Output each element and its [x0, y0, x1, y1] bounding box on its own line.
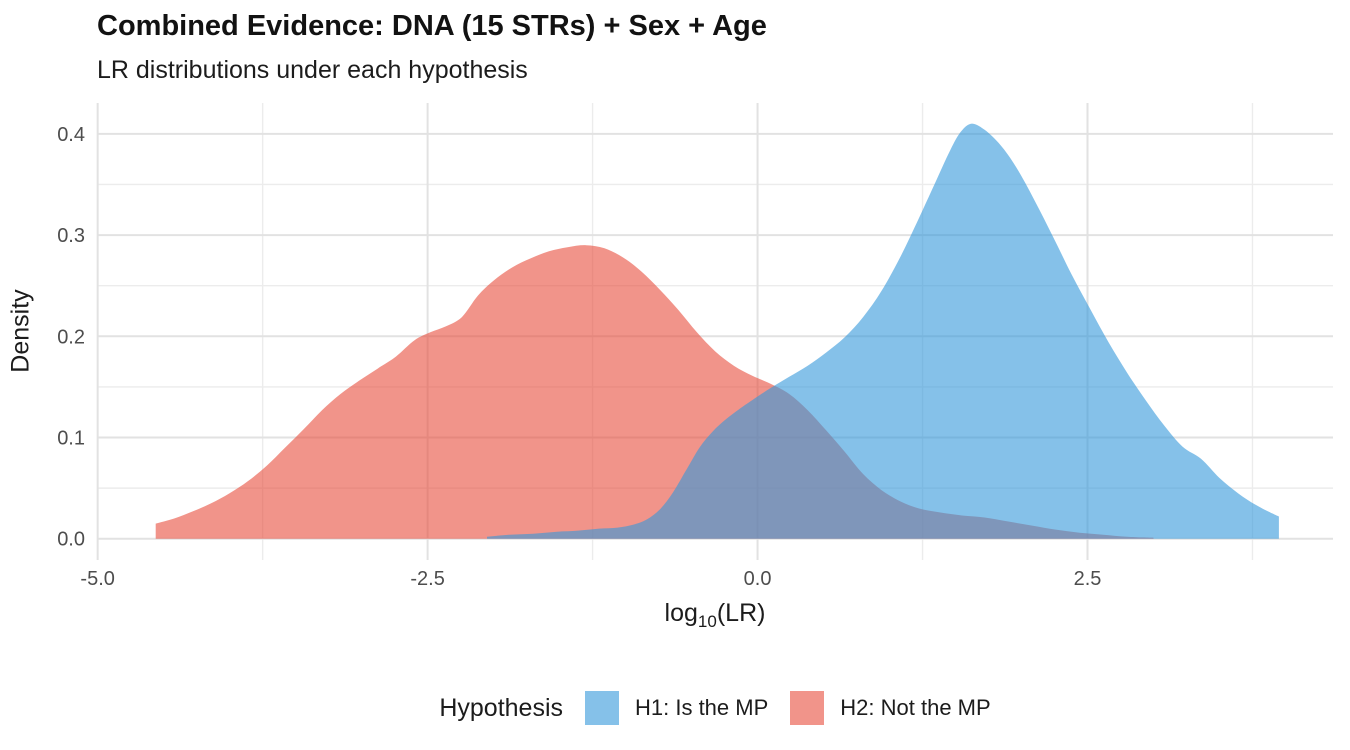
- x-tick-label: 0.0: [744, 568, 772, 590]
- legend: Hypothesis H1: Is the MP H2: Not the MP: [97, 680, 1333, 736]
- chart-title: Combined Evidence: DNA (15 STRs) + Sex +…: [97, 10, 767, 42]
- y-tick-label: 0.4: [57, 124, 85, 146]
- legend-swatch-h1: [585, 691, 619, 725]
- density-area-h1: [487, 123, 1279, 539]
- x-tick-label: 2.5: [1074, 568, 1102, 590]
- legend-item: H2: Not the MP: [790, 691, 991, 725]
- y-axis-title: Density: [6, 289, 35, 373]
- legend-title: Hypothesis: [439, 693, 563, 722]
- x-axis-title-suffix: (LR): [716, 599, 766, 627]
- y-tick-label: 0.1: [57, 428, 85, 450]
- x-axis-title-prefix: log: [664, 599, 698, 627]
- x-tick-label: -5.0: [80, 568, 114, 590]
- density-area-h2: [155, 245, 1154, 539]
- y-tick-label: 0.2: [57, 326, 85, 348]
- chart-subtitle: LR distributions under each hypothesis: [97, 56, 528, 84]
- legend-label: H2: Not the MP: [840, 695, 991, 720]
- legend-swatch-h2: [790, 691, 825, 725]
- y-tick-label: 0.3: [57, 225, 85, 247]
- density-plot-canvas: 0.0 0.1 0.2 0.3 0.4 -5.0 -2.5 0.0 2.5: [57, 103, 1333, 590]
- x-axis-title: log10(LR): [97, 599, 1333, 632]
- y-tick-label: 0.0: [57, 529, 85, 551]
- legend-item: H1: Is the MP: [585, 691, 768, 725]
- legend-label: H1: Is the MP: [635, 695, 769, 720]
- x-axis-title-subscript: 10: [697, 612, 717, 631]
- x-tick-label: -2.5: [410, 568, 444, 590]
